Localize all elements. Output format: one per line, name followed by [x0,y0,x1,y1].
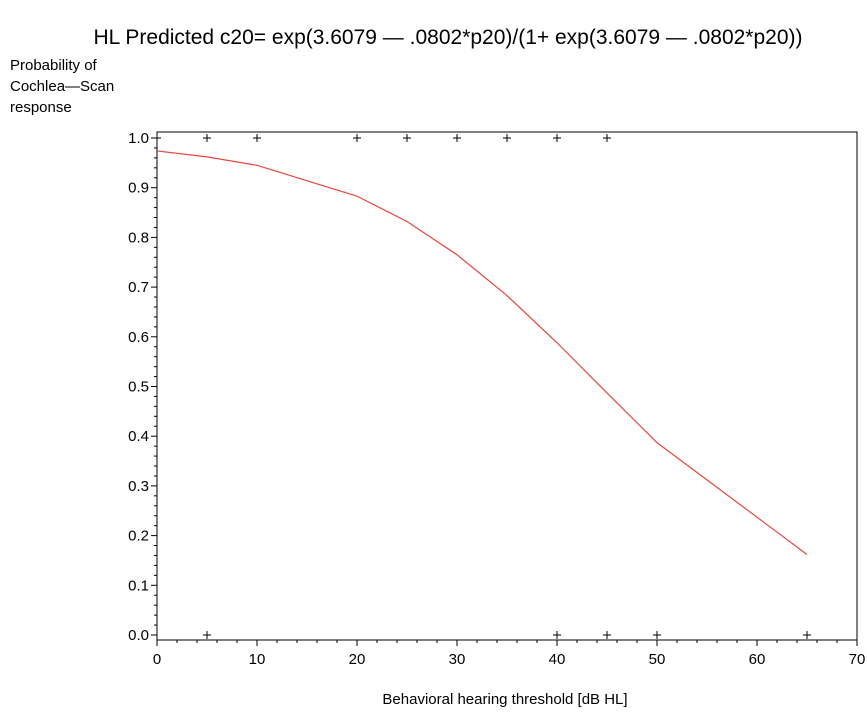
y-tick-label: 0.4 [128,428,149,445]
observed-point [153,134,161,142]
observed-point [353,134,361,142]
observed-point [603,631,611,639]
observed-point [653,631,661,639]
observed-point [453,134,461,142]
y-tick-label: 0.1 [128,577,149,594]
y-tick-label: 0.2 [128,528,149,545]
y-axis-label-line: Probability of [10,57,98,74]
observed-point [553,631,561,639]
observed-point [803,631,811,639]
y-tick-label: 0.3 [128,478,149,495]
observed-point [253,134,261,142]
x-tick-label: 60 [749,651,766,668]
x-tick-label: 40 [549,651,566,668]
y-axis-label-line: response [10,99,72,116]
observed-point [403,134,411,142]
chart-title: HL Predicted c20= exp(3.6079 — .0802*p20… [93,26,802,49]
x-tick-label: 10 [249,651,266,668]
observed-point [203,134,211,142]
x-axis-label: Behavioral hearing threshold [dB HL] [382,691,627,708]
x-tick-label: 70 [849,651,866,668]
observed-points [153,134,811,639]
y-tick-label: 0.8 [128,229,149,246]
plot-frame [156,131,858,641]
x-axis: 0 10 20 30 40 50 60 70 [153,640,866,668]
y-tick-label: 0.7 [128,279,149,296]
y-tick-label: 0.0 [128,627,149,644]
x-tick-label: 50 [649,651,666,668]
predicted-curve [156,150,808,555]
y-tick-label: 0.5 [128,379,149,396]
y-axis: 0.0 0.1 0.2 0.3 0.4 0.5 0.6 0.7 0.8 0.9 1.0 [128,130,157,644]
observed-point [503,134,511,142]
observed-point [603,134,611,142]
x-tick-label: 0 [153,651,161,668]
observed-point [553,134,561,142]
y-axis-label-line: Cochlea—Scan [10,78,114,95]
x-tick-label: 30 [449,651,466,668]
observed-point [203,631,211,639]
y-axis-label: Probability of Cochlea—Scan response [10,57,114,116]
y-tick-label: 0.6 [128,329,149,346]
y-tick-label: 1.0 [128,130,149,147]
x-tick-label: 20 [349,651,366,668]
y-tick-label: 0.9 [128,180,149,197]
